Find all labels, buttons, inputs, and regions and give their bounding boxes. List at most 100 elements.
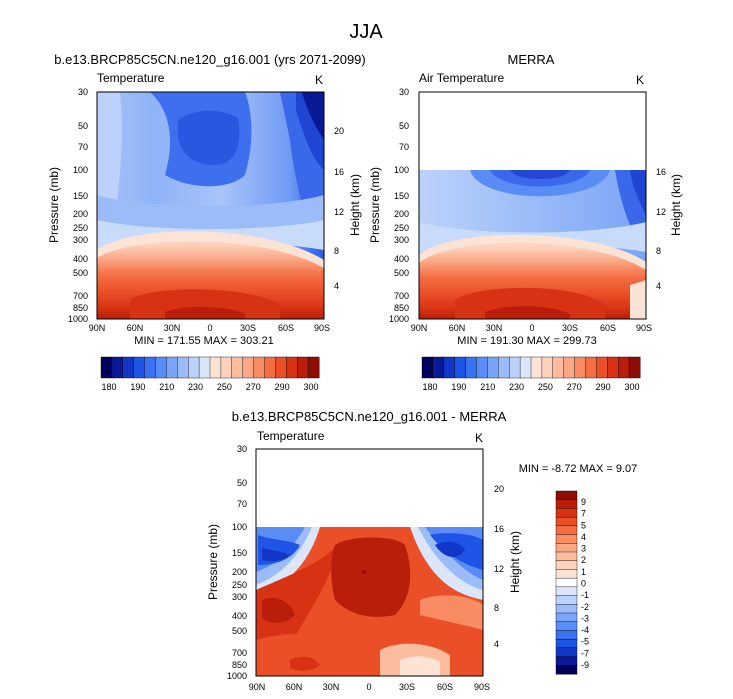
colorbar-swatch — [563, 356, 576, 379]
colorbar-tick-label: -1 — [581, 590, 589, 600]
colorbar-swatch — [111, 356, 124, 379]
y-tick-label: 100 — [232, 522, 247, 532]
y-tick-label: 30 — [399, 87, 409, 97]
colorbar-tick-label: -4 — [581, 625, 589, 635]
colorbar-tick-label: 5 — [581, 520, 586, 530]
x-tick-label: 30N — [486, 323, 503, 333]
panel-merra: MERRA Air Temperature K 30 50 70 100 150… — [368, 52, 683, 392]
y-tick-label: 70 — [399, 142, 409, 152]
y-tick-label: 400 — [232, 611, 247, 621]
x-tick-label: 60S — [600, 323, 616, 333]
colorbar-swatch — [596, 356, 608, 379]
y-axis-title: Pressure (mb) — [206, 524, 220, 600]
colorbar-swatch — [541, 356, 554, 379]
y-tick-label: 500 — [73, 268, 88, 278]
colorbar-swatch — [509, 356, 521, 379]
y-tick-label: 1000 — [68, 314, 88, 324]
colorbar-tick-label: 2 — [581, 555, 586, 565]
colorbar-swatch — [133, 356, 146, 379]
y-tick-label: 700 — [232, 648, 247, 658]
colorbar-tick-label: 250 — [217, 382, 232, 392]
y-tick-label: 30 — [237, 444, 247, 454]
colorbar-swatch — [155, 356, 167, 379]
y-tick-label: 700 — [394, 291, 409, 301]
colorbar-tick-label: 210 — [480, 382, 495, 392]
colorbar-swatch — [555, 665, 578, 675]
y-axis-title: Pressure (mb) — [368, 167, 382, 243]
y-tick-label: 70 — [78, 142, 88, 152]
colorbar-swatch — [187, 356, 200, 379]
colorbar-swatch — [552, 356, 565, 379]
y-tick-label: 150 — [394, 191, 409, 201]
y-axis-left: 30 50 70 100 150 200 250 300 400 500 700… — [68, 87, 88, 324]
colorbar-swatch — [487, 356, 499, 379]
y-tick-label: 1000 — [227, 671, 247, 681]
colorbar-tick-label: 190 — [451, 382, 466, 392]
colorbar-swatch — [555, 560, 578, 570]
colorbar-tick-label: 190 — [130, 382, 145, 392]
panel-difference: b.e13.BRCP85C5CN.ne120_g16.001 - MERRA T… — [206, 409, 637, 692]
colorbar-tick-label: -3 — [581, 613, 589, 623]
x-tick-label: 30S — [562, 323, 578, 333]
colorbar-swatch — [166, 356, 178, 379]
y-tick-label: 70 — [237, 499, 247, 509]
y-tick-label: 200 — [73, 209, 88, 219]
x-tick-label: 60N — [449, 323, 466, 333]
colorbar-tick-label: 230 — [188, 382, 203, 392]
y-tick-label: 400 — [73, 254, 88, 264]
colorbar-swatch — [498, 356, 510, 379]
colorbar-swatch — [220, 356, 233, 379]
colorbar-swatch — [555, 499, 578, 509]
colorbar-tick-label: 270 — [246, 382, 261, 392]
x-tick-label: 90S — [314, 323, 330, 333]
colorbar-swatch — [476, 356, 488, 379]
y-tick-label: 1000 — [389, 314, 409, 324]
colorbar-tick-label: 180 — [422, 382, 437, 392]
colorbar-swatch — [555, 630, 578, 640]
x-axis: 90N 60N 30N 0 30S 60S 90S — [249, 682, 490, 692]
x-tick-label: 30S — [399, 682, 415, 692]
colorbar-swatch — [209, 356, 222, 379]
min-max-label: MIN = 191.30 MAX = 299.73 — [457, 335, 596, 347]
y-tick-label: 850 — [232, 660, 247, 670]
field-label: Temperature — [257, 429, 325, 443]
colorbar: 180 190 210 230 250 270 290 300 — [100, 356, 320, 392]
y-tick-label: 50 — [399, 121, 409, 131]
colorbar-swatch — [443, 356, 456, 379]
colorbar: 9 75 4 32 1 0-1 -2-3 -4 -5-7 -9 — [555, 490, 589, 675]
x-tick-label: 0 — [366, 682, 371, 692]
y-tick-label: 100 — [73, 165, 88, 175]
y-tick-label: 50 — [237, 478, 247, 488]
y-tick-label: 300 — [73, 235, 88, 245]
x-tick-label: 0 — [529, 323, 534, 333]
colorbar-tick-label: 210 — [159, 382, 174, 392]
colorbar-swatch — [519, 356, 532, 379]
field-label: Air Temperature — [419, 71, 504, 85]
colorbar-swatch — [465, 356, 478, 379]
colorbar-swatch — [555, 656, 578, 666]
colorbar-tick-label: 3 — [581, 544, 586, 554]
height-tick-label: 16 — [656, 167, 666, 177]
height-tick-label: 16 — [494, 524, 504, 534]
x-tick-label: 30S — [240, 323, 256, 333]
height-axis-title: Height (km) — [508, 531, 522, 593]
height-axis-title: Height (km) — [348, 174, 362, 236]
colorbar-tick-label: -2 — [581, 602, 589, 612]
colorbar-tick-label: 1 — [581, 567, 586, 577]
colorbar-swatch — [555, 525, 578, 536]
colorbar-swatch — [530, 356, 543, 379]
y-tick-label: 300 — [394, 235, 409, 245]
min-max-label: MIN = -8.72 MAX = 9.07 — [519, 463, 638, 475]
y-tick-label: 50 — [78, 121, 88, 131]
height-tick-label: 12 — [656, 207, 666, 217]
x-tick-label: 90S — [474, 682, 490, 692]
colorbar-tick-label: 0 — [581, 579, 586, 589]
temperature-field — [97, 92, 324, 319]
colorbar-swatch — [297, 356, 309, 379]
panel-model: b.e13.BRCP85C5CN.ne120_g16.001 (yrs 2071… — [47, 52, 366, 392]
colorbar-swatch — [555, 490, 578, 501]
y-axis-right: 20 16 12 8 4 — [334, 126, 344, 291]
height-tick-label: 8 — [494, 603, 499, 613]
unit-label: K — [315, 73, 323, 87]
colorbar-tick-label: 290 — [596, 382, 611, 392]
